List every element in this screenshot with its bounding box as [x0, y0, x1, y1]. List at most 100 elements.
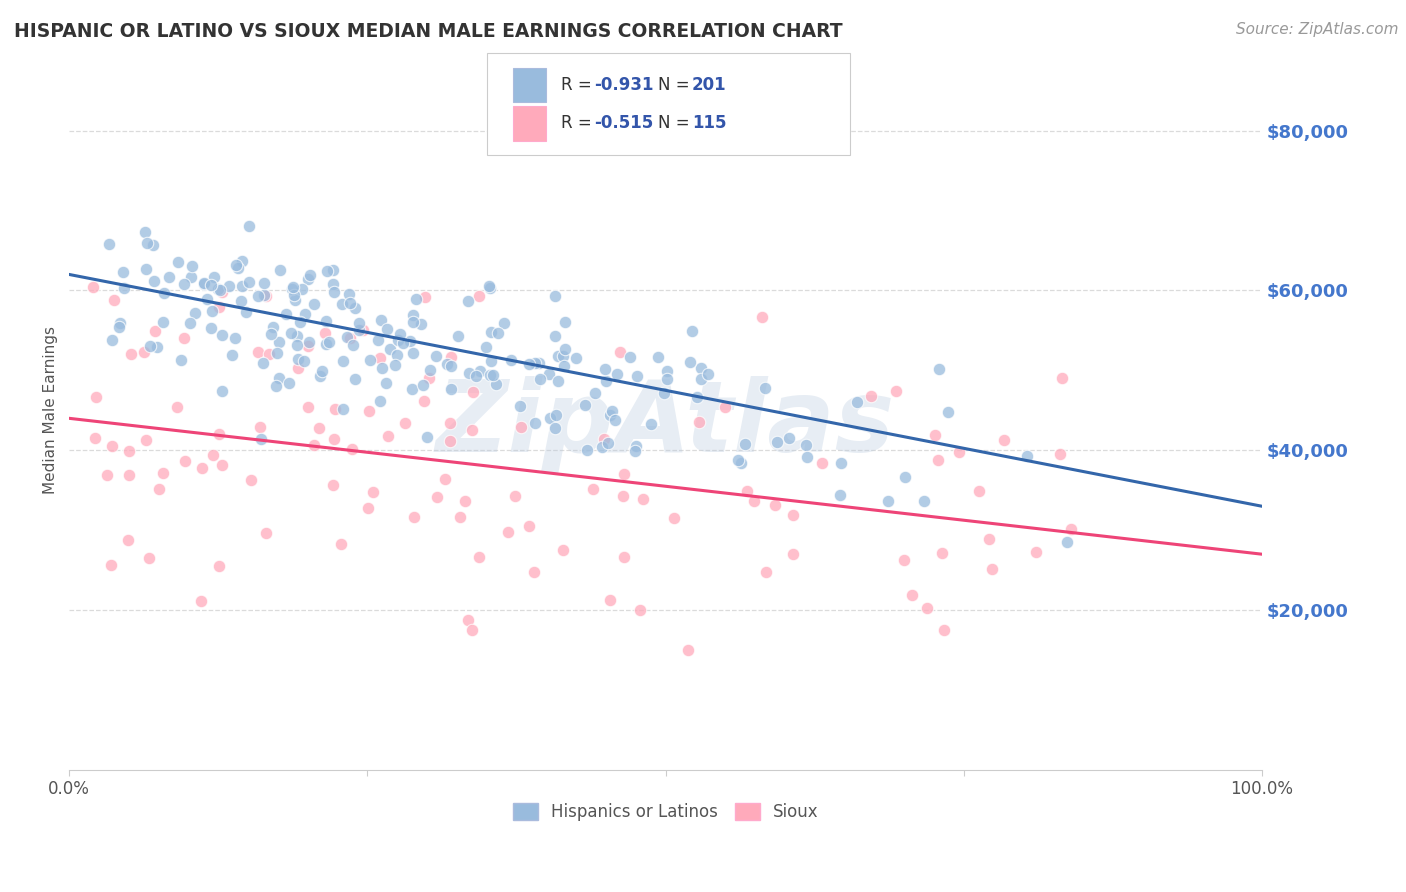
Point	[538, 410, 561, 425]
Point	[238, 275, 260, 289]
Point	[845, 394, 868, 409]
Point	[207, 282, 229, 296]
Point	[297, 339, 319, 353]
Text: -0.931: -0.931	[593, 76, 654, 95]
Point	[252, 356, 274, 370]
Point	[413, 394, 436, 409]
Point	[315, 314, 337, 328]
Point	[475, 340, 498, 354]
Point	[336, 330, 359, 344]
Point	[294, 307, 316, 321]
Point	[118, 467, 141, 482]
Point	[384, 358, 406, 372]
Point	[447, 329, 470, 343]
Point	[1050, 371, 1073, 385]
Point	[415, 290, 437, 304]
Point	[297, 400, 319, 414]
Point	[298, 335, 321, 350]
Point	[134, 225, 156, 239]
Point	[117, 533, 139, 548]
Point	[278, 376, 301, 390]
Point	[519, 357, 541, 371]
Point	[425, 490, 447, 504]
Point	[782, 508, 804, 523]
Point	[967, 484, 990, 499]
Point	[323, 285, 346, 300]
Point	[288, 315, 311, 329]
Point	[143, 325, 166, 339]
Point	[523, 417, 546, 431]
Point	[583, 385, 606, 400]
Point	[686, 390, 709, 404]
Point	[449, 509, 471, 524]
Point	[342, 338, 364, 352]
Point	[457, 293, 479, 308]
Point	[235, 305, 257, 319]
Point	[461, 385, 484, 400]
Point	[439, 434, 461, 448]
Point	[231, 254, 253, 268]
Point	[593, 432, 616, 446]
Point	[993, 434, 1015, 448]
Point	[681, 324, 703, 338]
Point	[209, 283, 232, 297]
Point	[357, 501, 380, 516]
Point	[778, 431, 800, 445]
Point	[246, 345, 269, 359]
Point	[596, 436, 619, 450]
Point	[613, 467, 636, 481]
Point	[544, 408, 567, 422]
Point	[901, 588, 924, 602]
Point	[211, 327, 233, 342]
Point	[782, 547, 804, 561]
Point	[280, 326, 302, 340]
Point	[628, 603, 651, 617]
Point	[82, 280, 104, 294]
Point	[485, 377, 508, 392]
Point	[323, 432, 346, 446]
Point	[284, 293, 307, 307]
Point	[486, 326, 509, 341]
Text: N =: N =	[658, 114, 696, 132]
Point	[402, 346, 425, 360]
Point	[551, 542, 574, 557]
Point	[690, 361, 713, 376]
Point	[249, 420, 271, 434]
Point	[657, 364, 679, 378]
Point	[367, 334, 389, 348]
Point	[482, 368, 505, 382]
Point	[297, 271, 319, 285]
Point	[461, 623, 484, 637]
Point	[97, 237, 120, 252]
Point	[152, 467, 174, 481]
Point	[754, 381, 776, 395]
Point	[676, 643, 699, 657]
FancyBboxPatch shape	[513, 68, 547, 103]
Point	[600, 404, 623, 418]
Point	[936, 405, 959, 419]
Point	[876, 494, 898, 508]
Point	[912, 494, 935, 508]
Point	[84, 431, 107, 445]
Point	[253, 287, 276, 301]
Point	[690, 372, 713, 386]
Point	[347, 323, 370, 337]
Point	[291, 282, 314, 296]
Point	[624, 443, 647, 458]
Point	[727, 453, 749, 467]
Point	[434, 472, 457, 486]
Point	[274, 308, 297, 322]
Point	[249, 432, 271, 446]
Point	[928, 362, 950, 376]
Point	[201, 448, 224, 462]
Point	[591, 440, 613, 454]
Point	[211, 285, 233, 299]
Point	[655, 372, 678, 386]
Point	[224, 331, 246, 345]
Point	[927, 453, 949, 467]
Point	[344, 301, 367, 315]
Point	[285, 338, 308, 352]
Point	[100, 333, 122, 347]
Point	[146, 340, 169, 354]
Point	[298, 268, 321, 283]
